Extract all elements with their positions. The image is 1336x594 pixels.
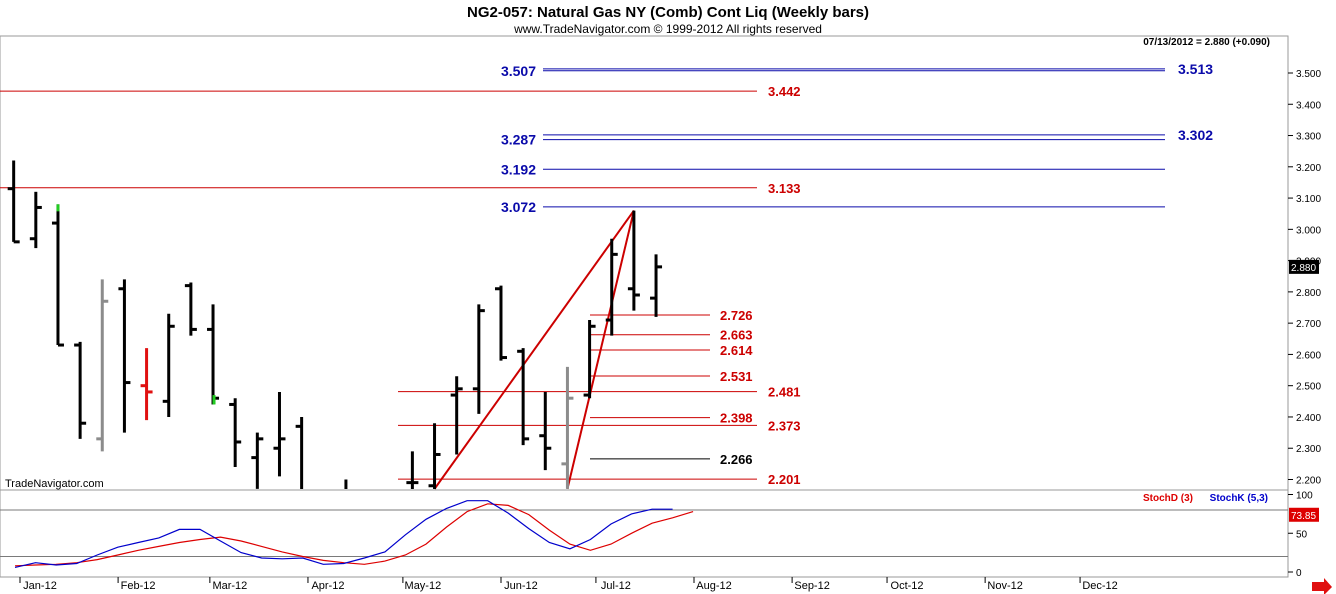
ohlc-bar-2012-06-01 <box>494 285 507 361</box>
x-tick-label: May-12 <box>405 580 442 592</box>
x-tick-label: Jul-12 <box>601 580 631 592</box>
ohlc-bar-2012-06-22 <box>561 366 574 489</box>
price-tick-label: 3.100 <box>1296 194 1321 205</box>
trendline-1 <box>433 209 635 490</box>
ohlc-bar-2012-01-13 <box>51 204 64 347</box>
x-tick-label: Mar-12 <box>212 580 247 592</box>
ohlc-bar-2012-05-25 <box>472 304 485 414</box>
ohlc-bar-2012-03-23 <box>273 391 286 477</box>
level-label-2.481: 2.481 <box>768 385 801 400</box>
ohlc-bar-2012-01-06 <box>29 191 42 249</box>
stoch-tick-label: 100 <box>1296 491 1313 502</box>
level-label-3.287: 3.287 <box>501 132 536 148</box>
level-label-3.072: 3.072 <box>501 199 536 215</box>
ohlc-bar-2012-02-17 <box>162 313 175 417</box>
price-tick-label: 3.500 <box>1296 69 1321 80</box>
price-tick-label: 2.400 <box>1296 413 1321 424</box>
x-tick-label: Nov-12 <box>987 580 1022 592</box>
ohlc-bar-2012-03-02 <box>207 304 220 405</box>
copyright-text: www.TradeNavigator.com © 1999-2012 All r… <box>513 22 822 36</box>
last-price-info: 07/13/2012 = 2.880 (+0.090) <box>1143 37 1270 48</box>
ohlc-bar-2012-07-20 <box>650 254 663 317</box>
price-tick-label: 3.400 <box>1296 100 1321 111</box>
stoch-series-stochd <box>14 503 694 567</box>
level-label-2.266: 2.266 <box>720 452 753 467</box>
level-label-3.442: 3.442 <box>768 84 801 99</box>
ohlc-bar-2012-03-16 <box>251 432 264 489</box>
stoch-tick-label: 0 <box>1296 568 1302 579</box>
price-tick-label: 3.000 <box>1296 225 1321 236</box>
level-label-3.192: 3.192 <box>501 161 536 177</box>
price-tick-label: 3.300 <box>1296 132 1321 143</box>
price-tick-label: 2.700 <box>1296 319 1321 330</box>
price-tick-label: 2.300 <box>1296 444 1321 455</box>
ohlc-bar-2012-06-29 <box>583 320 596 399</box>
ohlc-bar-2012-01-27 <box>96 279 109 452</box>
level-label-3.507: 3.507 <box>501 63 536 79</box>
level-label-2.201: 2.201 <box>768 472 801 487</box>
level-label-3.302: 3.302 <box>1178 127 1213 143</box>
ohlc-bar-2012-06-08 <box>517 348 530 446</box>
level-label-3.133: 3.133 <box>768 181 801 196</box>
chart-title: NG2-057: Natural Gas NY (Comb) Cont Liq … <box>467 4 869 21</box>
x-tick-label: Jun-12 <box>504 580 538 592</box>
level-label-2.614: 2.614 <box>720 343 753 358</box>
price-tick-label: 2.600 <box>1296 350 1321 361</box>
scroll-right-arrow-icon[interactable] <box>1312 578 1332 594</box>
last-price-badge-text: 2.880 <box>1291 263 1316 274</box>
x-tick-label: Sep-12 <box>794 580 829 592</box>
x-tick-label: Feb-12 <box>121 580 156 592</box>
watermark-text: TradeNavigator.com <box>5 478 104 490</box>
level-label-2.663: 2.663 <box>720 328 753 343</box>
price-tick-label: 3.200 <box>1296 163 1321 174</box>
ohlc-bar-2012-01-20 <box>74 341 87 439</box>
ohlc-bar-2012-02-03 <box>118 279 131 433</box>
ohlc-bar-2012-03-09 <box>229 398 242 467</box>
ohlc-bar-2012-02-10 <box>140 348 153 421</box>
ohlc-bar-2012-05-11 <box>428 423 441 489</box>
x-tick-label: Apr-12 <box>311 580 344 592</box>
legend-stochd: StochD (3) <box>1143 493 1193 504</box>
plot-frame <box>0 35 1289 578</box>
x-tick-label: Oct-12 <box>891 580 924 592</box>
x-tick-label: Dec-12 <box>1082 580 1117 592</box>
ohlc-bar-2012-06-15 <box>539 391 552 471</box>
price-tick-label: 2.200 <box>1296 476 1321 487</box>
ohlc-bar-2012-07-13 <box>627 210 640 311</box>
trendline-2 <box>566 210 635 490</box>
level-label-2.726: 2.726 <box>720 308 753 323</box>
x-tick-label: Jan-12 <box>23 580 57 592</box>
stoch-value-badge-text: 73.85 <box>1291 511 1316 522</box>
level-label-3.513: 3.513 <box>1178 61 1213 77</box>
level-label-2.398: 2.398 <box>720 411 753 426</box>
stoch-series-stochk <box>14 500 673 568</box>
stoch-value-badge <box>1289 507 1319 522</box>
level-label-2.531: 2.531 <box>720 369 753 384</box>
x-tick-label: Aug-12 <box>696 580 731 592</box>
ohlc-bar-2012-02-24 <box>184 282 197 336</box>
legend-stochk: StochK (5,3) <box>1210 493 1268 504</box>
ohlc-bar-2012-05-18 <box>450 376 463 455</box>
price-tick-label: 2.800 <box>1296 288 1321 299</box>
last-price-badge <box>1289 259 1319 274</box>
ohlc-bar-2011-12-30 <box>7 160 20 244</box>
ohlc-bar-2012-03-30 <box>295 416 304 489</box>
stoch-tick-label: 50 <box>1296 529 1308 540</box>
level-label-2.373: 2.373 <box>768 418 801 433</box>
ohlc-bar-2012-07-06 <box>605 238 618 336</box>
ohlc-bar-2012-05-04 <box>406 451 419 489</box>
price-tick-label: 2.500 <box>1296 382 1321 393</box>
